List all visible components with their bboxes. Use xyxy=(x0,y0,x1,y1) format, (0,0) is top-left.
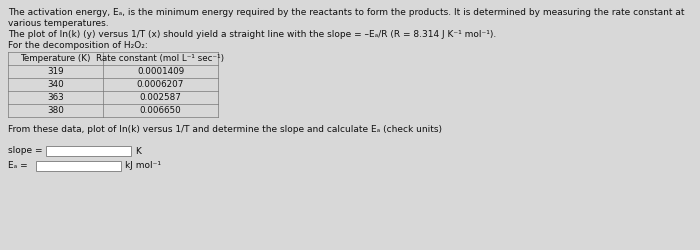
Text: K: K xyxy=(135,146,141,156)
Text: slope =: slope = xyxy=(8,146,43,155)
Text: The plot of ln(k) (y) versus 1/T (x) should yield a straight line with the slope: The plot of ln(k) (y) versus 1/T (x) sho… xyxy=(8,30,496,39)
Text: 340: 340 xyxy=(47,80,64,89)
Text: 0.0001409: 0.0001409 xyxy=(137,67,184,76)
Text: Temperature (K): Temperature (K) xyxy=(20,54,91,63)
Text: kJ mol⁻¹: kJ mol⁻¹ xyxy=(125,162,161,170)
FancyBboxPatch shape xyxy=(46,146,131,156)
Text: 0.0006207: 0.0006207 xyxy=(136,80,184,89)
Text: 319: 319 xyxy=(47,67,64,76)
Text: From these data, plot of ln(k) versus 1/T and determine the slope and calculate : From these data, plot of ln(k) versus 1/… xyxy=(8,125,442,134)
Text: The activation energy, Eₐ, is the minimum energy required by the reactants to fo: The activation energy, Eₐ, is the minimu… xyxy=(8,8,685,17)
Text: various temperatures.: various temperatures. xyxy=(8,19,108,28)
Text: 0.006650: 0.006650 xyxy=(139,106,181,115)
Text: Rate constant (mol L⁻¹ sec⁻¹): Rate constant (mol L⁻¹ sec⁻¹) xyxy=(97,54,225,63)
FancyBboxPatch shape xyxy=(36,161,121,171)
Text: 380: 380 xyxy=(47,106,64,115)
Text: 0.002587: 0.002587 xyxy=(139,93,181,102)
Text: 363: 363 xyxy=(47,93,64,102)
Text: For the decomposition of H₂O₂:: For the decomposition of H₂O₂: xyxy=(8,41,148,50)
Text: Eₐ =: Eₐ = xyxy=(8,161,27,170)
